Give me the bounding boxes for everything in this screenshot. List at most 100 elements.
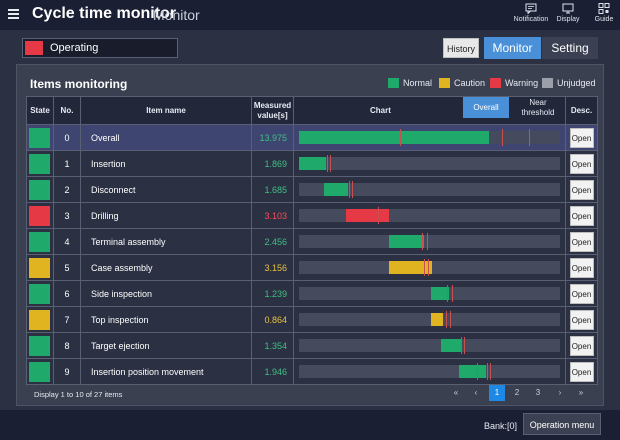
status-color-swatch xyxy=(25,41,43,55)
bottom-bar: Bank:[0] Operation menu xyxy=(0,410,620,440)
measured-value: 1.354 xyxy=(251,332,294,359)
col-header-no[interactable]: No. xyxy=(53,96,81,125)
col-header-measured-value[interactable]: Measured value[s] xyxy=(251,96,294,125)
open-button[interactable]: Open xyxy=(569,231,594,252)
timeline-marker xyxy=(463,337,465,354)
timeline-bar xyxy=(389,261,433,274)
next-page-icon[interactable]: › xyxy=(558,388,562,397)
open-button[interactable]: Open xyxy=(569,153,594,174)
timeline-marker xyxy=(426,233,428,250)
timeline-marker xyxy=(487,363,489,380)
page-3-button[interactable]: 3 xyxy=(535,388,541,397)
first-page-icon[interactable]: « xyxy=(453,388,459,397)
guide-button[interactable]: Guide xyxy=(584,3,620,23)
open-button[interactable]: Open xyxy=(569,257,594,278)
monitor-tab[interactable]: Monitor xyxy=(484,37,541,59)
open-button[interactable]: Open xyxy=(569,205,594,226)
open-button[interactable]: Open xyxy=(569,361,594,382)
display-icon xyxy=(562,3,574,14)
items-monitoring-panel: Items monitoring Normal Caution Warning … xyxy=(16,64,604,406)
timeline-track xyxy=(299,155,560,172)
timeline-track xyxy=(299,363,560,380)
item-name: Drilling xyxy=(80,202,252,229)
notification-icon xyxy=(525,3,537,14)
open-button[interactable]: Open xyxy=(569,179,594,200)
timeline-marker xyxy=(330,155,332,172)
prev-page-icon[interactable]: ‹ xyxy=(474,388,478,397)
chart-mode-overall-button[interactable]: Overall xyxy=(463,97,509,118)
hamburger-menu-icon[interactable] xyxy=(8,9,19,19)
col-header-item-name[interactable]: Item name xyxy=(80,96,252,125)
desc-cell: Open xyxy=(565,202,598,229)
state-indicator xyxy=(29,309,50,330)
timeline-track xyxy=(299,337,560,354)
item-name: Side inspection xyxy=(80,280,252,307)
desc-cell: Open xyxy=(565,228,598,255)
state-indicator xyxy=(29,361,50,382)
page-2-button[interactable]: 2 xyxy=(514,388,520,397)
row-number: 0 xyxy=(53,124,81,151)
desc-cell: Open xyxy=(565,150,598,177)
timeline-chart-cell xyxy=(293,332,566,359)
setting-tab[interactable]: Setting xyxy=(542,37,598,59)
open-button[interactable]: Open xyxy=(569,283,594,304)
item-name: Top inspection xyxy=(80,306,252,333)
timeline-marker xyxy=(377,207,379,224)
col-header-state[interactable]: State xyxy=(26,96,54,125)
table-row[interactable]: 1 Insertion 1.869 Open xyxy=(26,150,598,177)
legend-normal-swatch xyxy=(388,78,399,88)
timeline-chart-cell xyxy=(293,150,566,177)
history-button[interactable]: History xyxy=(443,38,479,58)
timeline-chart-cell xyxy=(293,358,566,385)
page-1-button[interactable]: 1 xyxy=(489,385,505,401)
measured-value: 1.869 xyxy=(251,150,294,177)
item-name: Insertion xyxy=(80,150,252,177)
table-row[interactable]: 6 Side inspection 1.239 Open xyxy=(26,280,598,307)
timeline-marker xyxy=(422,233,424,250)
open-button[interactable]: Open xyxy=(569,335,594,356)
measured-value: 3.103 xyxy=(251,202,294,229)
table-row[interactable]: 8 Target ejection 1.354 Open xyxy=(26,332,598,359)
timeline-chart-cell xyxy=(293,254,566,281)
chart-mode-near-threshold-button[interactable]: Near threshold xyxy=(511,97,565,118)
display-button[interactable]: Display xyxy=(548,3,588,23)
timeline-track xyxy=(299,311,560,328)
desc-cell: Open xyxy=(565,332,598,359)
timeline-marker xyxy=(447,285,449,302)
table-row[interactable]: 5 Case assembly 3.156 Open xyxy=(26,254,598,281)
legend-unjudged-swatch xyxy=(542,78,553,88)
timeline-bar xyxy=(441,339,461,352)
timeline-marker xyxy=(445,311,447,328)
state-cell xyxy=(26,176,54,203)
guide-label: Guide xyxy=(594,16,614,23)
timeline-marker xyxy=(528,129,530,146)
measured-value: 13.975 xyxy=(251,124,294,151)
row-number: 2 xyxy=(53,176,81,203)
table-row[interactable]: 0 Overall 13.975 Open xyxy=(26,124,598,151)
state-indicator xyxy=(29,127,50,148)
table-row[interactable]: 3 Drilling 3.103 Open xyxy=(26,202,598,229)
notification-button[interactable]: Notification xyxy=(511,3,551,23)
open-button[interactable]: Open xyxy=(569,309,594,330)
app-subtitle: Monitor xyxy=(153,7,200,23)
state-indicator xyxy=(29,205,50,226)
timeline-marker xyxy=(451,285,453,302)
legend-warning-swatch xyxy=(490,78,501,88)
table-row[interactable]: 4 Terminal assembly 2.456 Open xyxy=(26,228,598,255)
open-button[interactable]: Open xyxy=(569,127,594,148)
operation-menu-button[interactable]: Operation menu xyxy=(523,413,601,435)
table-row[interactable]: 2 Disconnect 1.685 Open xyxy=(26,176,598,203)
state-cell xyxy=(26,358,54,385)
table-row[interactable]: 9 Insertion position movement 1.946 Open xyxy=(26,358,598,385)
table-header-row: State No. Item name Measured value[s] Ch… xyxy=(26,96,598,125)
timeline-marker xyxy=(460,337,462,354)
timeline-bar xyxy=(430,287,449,300)
row-number: 4 xyxy=(53,228,81,255)
near-threshold-line1: Near xyxy=(529,98,547,107)
table-row[interactable]: 7 Top inspection 0.864 Open xyxy=(26,306,598,333)
item-name: Disconnect xyxy=(80,176,252,203)
timeline-chart-cell xyxy=(293,228,566,255)
state-indicator xyxy=(29,335,50,356)
last-page-icon[interactable]: » xyxy=(578,388,584,397)
desc-cell: Open xyxy=(565,306,598,333)
